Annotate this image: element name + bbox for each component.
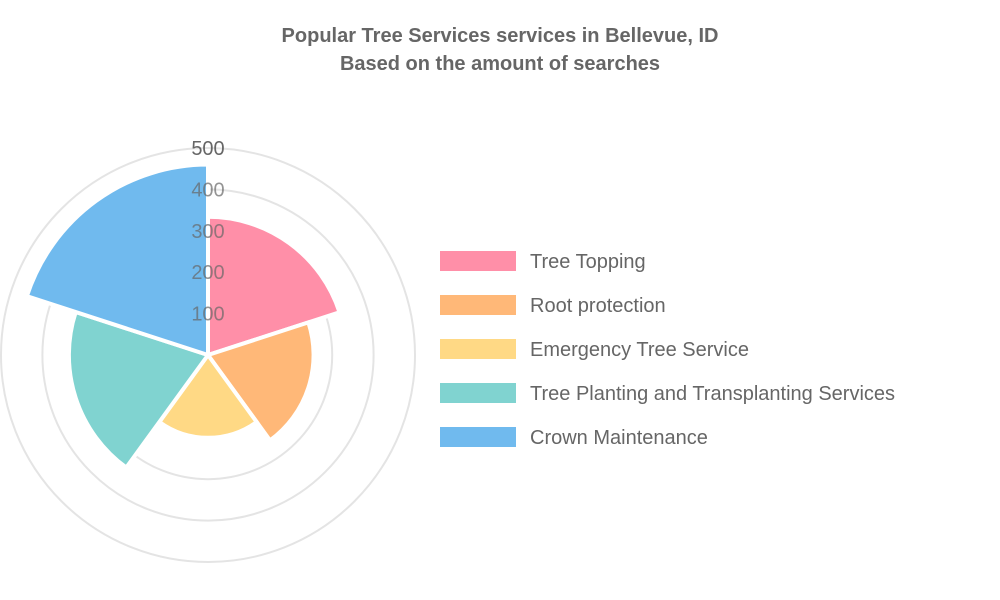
legend-swatch — [440, 295, 516, 315]
slice-3[interactable] — [66, 309, 212, 471]
legend-swatch — [440, 427, 516, 447]
legend-swatch — [440, 339, 516, 359]
r-tick-label: 500 — [191, 138, 224, 160]
slice-1[interactable] — [204, 319, 316, 444]
slice-0[interactable] — [206, 214, 343, 358]
legend-swatch — [440, 251, 516, 271]
legend-label[interactable]: Tree Planting and Transplanting Services — [530, 383, 895, 405]
slice-2[interactable] — [156, 351, 260, 440]
legend-label[interactable]: Crown Maintenance — [530, 427, 708, 449]
slice-4[interactable] — [24, 162, 210, 358]
r-tick-label: 200 — [191, 262, 224, 284]
legend-label[interactable]: Emergency Tree Service — [530, 339, 749, 361]
r-tick-label: 400 — [191, 179, 224, 201]
r-tick-label: 300 — [191, 221, 224, 243]
legend-label[interactable]: Tree Topping — [530, 251, 646, 273]
legend-swatch — [440, 383, 516, 403]
chart-title-line-1: Popular Tree Services services in Bellev… — [282, 25, 719, 47]
r-tick-label: 100 — [191, 304, 224, 326]
legend-label[interactable]: Root protection — [530, 295, 666, 317]
chart-title-line-2: Based on the amount of searches — [340, 53, 660, 75]
grid-ring — [0, 147, 416, 563]
